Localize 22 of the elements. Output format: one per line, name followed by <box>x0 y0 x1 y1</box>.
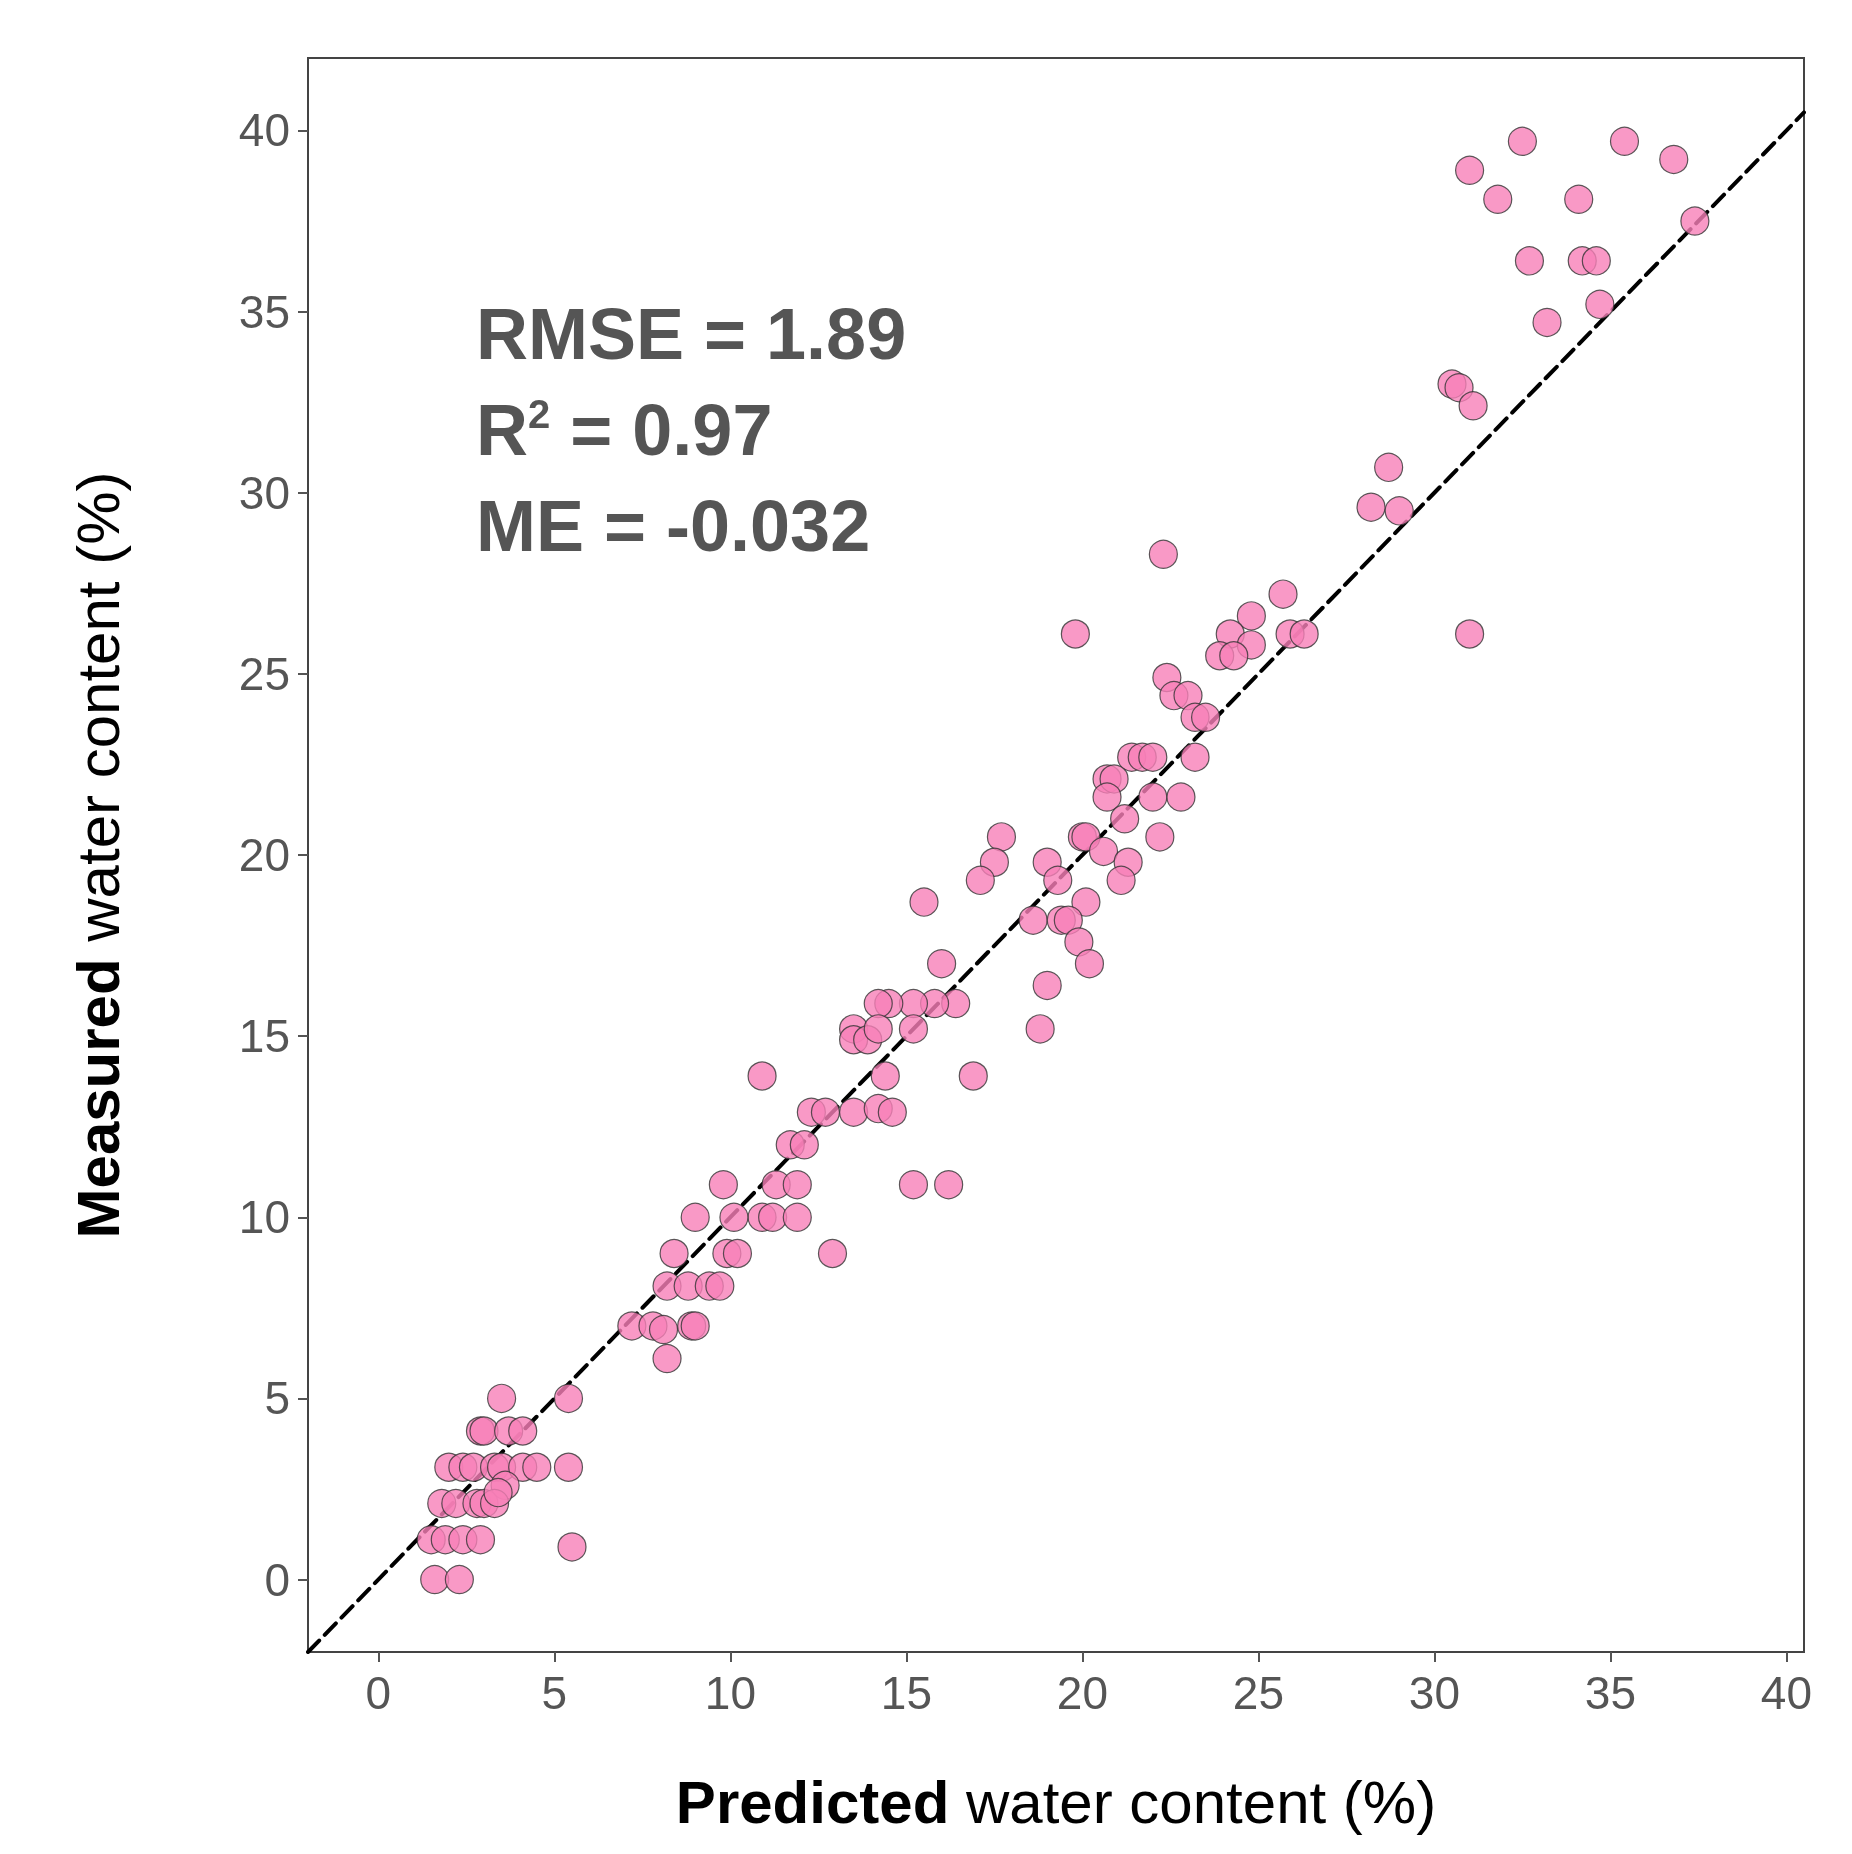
annotation: ME = -0.032 <box>476 486 871 566</box>
y-tick-label: 30 <box>238 466 290 519</box>
y-tick-label: 25 <box>238 647 290 700</box>
x-tick-label: 0 <box>365 1667 392 1719</box>
x-tick-label: 35 <box>1584 1667 1636 1719</box>
x-tick-label: 40 <box>1760 1667 1812 1719</box>
x-tick-label: 25 <box>1232 1667 1284 1719</box>
annotation: RMSE = 1.89 <box>476 294 907 374</box>
x-tick-label: 15 <box>880 1667 932 1719</box>
x-tick-label: 10 <box>704 1667 756 1719</box>
y-tick-label: 35 <box>238 285 290 338</box>
y-tick-label: 15 <box>238 1010 290 1063</box>
x-axis-title: Predicted water content (%) <box>675 1768 1437 1836</box>
y-tick-label: 40 <box>238 104 290 157</box>
y-tick-label: 20 <box>238 829 290 881</box>
y-tick-label: 10 <box>238 1191 290 1244</box>
y-tick-label: 5 <box>264 1372 290 1425</box>
x-tick-label: 30 <box>1408 1667 1460 1719</box>
x-tick-label: 20 <box>1056 1667 1108 1719</box>
y-tick-label: 0 <box>264 1553 290 1606</box>
x-tick-label: 5 <box>541 1667 568 1719</box>
y-axis-title: Measured water content (%) <box>64 471 132 1239</box>
